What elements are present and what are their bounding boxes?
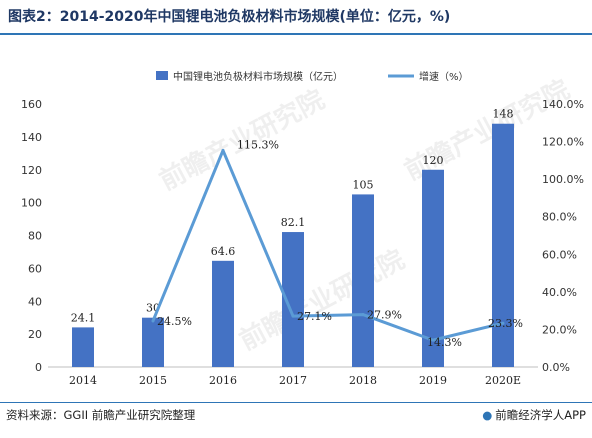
growth-value-label: 27.1% — [297, 310, 332, 323]
legend-label-line: 增速（%） — [419, 70, 469, 83]
y-right-tick-label: 140.0% — [542, 98, 584, 111]
x-tick-label: 2019 — [419, 374, 447, 387]
growth-point — [221, 148, 225, 152]
x-tick-label: 2017 — [279, 374, 307, 387]
bar-value-label: 82.1 — [281, 216, 306, 229]
growth-value-label: 14.3% — [427, 336, 462, 349]
x-tick-label: 2020E — [485, 374, 521, 387]
y-left-tick-label: 80 — [28, 230, 42, 243]
growth-point — [151, 319, 155, 323]
bar-value-label: 148 — [493, 108, 514, 121]
brand-text: 前瞻经济学人APP — [495, 408, 586, 422]
y-left-tick-label: 160 — [21, 98, 42, 111]
growth-value-label: 115.3% — [237, 138, 279, 151]
y-left-tick-label: 120 — [21, 164, 42, 177]
growth-point — [501, 321, 505, 325]
source-note: 资料来源：GGII 前瞻产业研究院整理 — [6, 408, 196, 422]
y-right-tick-label: 20.0% — [542, 323, 577, 336]
x-tick-label: 2016 — [209, 374, 237, 387]
y-left-tick-label: 140 — [21, 131, 42, 144]
y-right-tick-label: 100.0% — [542, 173, 584, 186]
bar-value-label: 105 — [353, 178, 374, 191]
bar — [142, 317, 164, 367]
y-right-tick-label: 120.0% — [542, 136, 584, 149]
y-left-tick-label: 100 — [21, 197, 42, 210]
growth-value-label: 27.9% — [367, 309, 402, 322]
y-left-tick-label: 40 — [28, 295, 42, 308]
chart-title: 图表2：2014-2020年中国锂电池负极材料市场规模(单位：亿元，%) — [8, 9, 451, 25]
brand-logo-icon: ● — [482, 408, 493, 422]
y-left-tick-label: 0 — [35, 361, 42, 374]
bar — [352, 194, 374, 367]
bar — [492, 123, 514, 367]
x-tick-label: 2018 — [349, 374, 377, 387]
title-divider — [0, 33, 592, 35]
brand-label: ● 前瞻经济学人APP — [482, 407, 586, 423]
chart-canvas: 中国锂电池负极材料市场规模（亿元） 增速（%） 0 20 40 60 80 100 120 140… — [21, 70, 584, 387]
growth-point — [291, 314, 295, 318]
bar — [282, 232, 304, 367]
bar — [72, 327, 94, 367]
y-right-tick-label: 60.0% — [542, 248, 577, 261]
growth-value-label: 24.5% — [157, 315, 192, 328]
x-tick-label: 2014 — [69, 374, 97, 387]
growth-line — [151, 148, 504, 342]
legend-swatch-bar — [156, 71, 168, 80]
y-right-tick-label: 80.0% — [542, 211, 577, 224]
y-right-tick-label: 40.0% — [542, 286, 577, 299]
bar-value-label: 120 — [423, 154, 444, 167]
growth-point — [431, 338, 435, 342]
y-left-tick-label: 20 — [28, 328, 42, 341]
footer-divider — [0, 402, 592, 403]
bar-value-label: 24.1 — [71, 311, 96, 324]
bar — [212, 260, 234, 367]
growth-point — [361, 313, 365, 317]
bar — [422, 169, 444, 367]
growth-value-label: 23.3% — [488, 317, 523, 330]
legend-label-bar: 中国锂电池负极材料市场规模（亿元） — [173, 70, 343, 83]
y-right-tick-label: 0.0% — [542, 361, 570, 374]
x-tick-label: 2015 — [139, 374, 167, 387]
y-left-tick-label: 60 — [28, 262, 42, 275]
bar-value-label: 64.6 — [211, 245, 236, 258]
